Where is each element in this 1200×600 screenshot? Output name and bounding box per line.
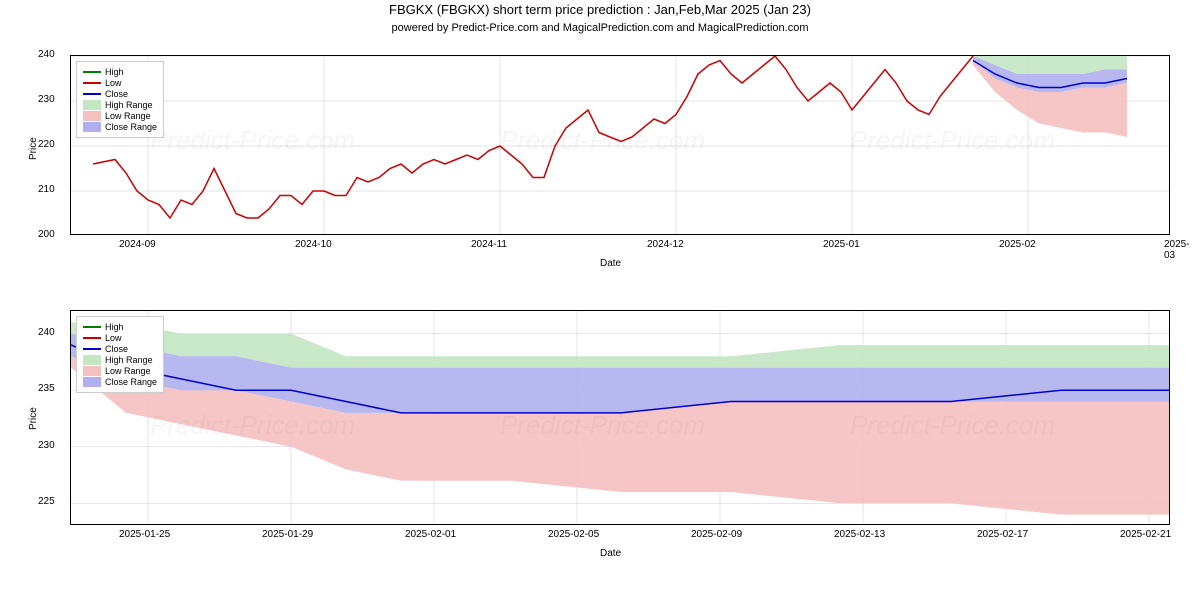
legend-swatch [83, 100, 101, 110]
y-tick-label: 200 [38, 229, 55, 240]
x-tick-label: 2025-02-21 [1120, 529, 1171, 540]
legend-swatch [83, 122, 101, 132]
legend-swatch [83, 337, 101, 339]
legend-label: Low Range [105, 111, 151, 121]
x-tick-label: 2025-02 [999, 239, 1036, 250]
x-tick-label: 2024-10 [295, 239, 332, 250]
x-tick-label: 2025-02-13 [834, 529, 885, 540]
legend-swatch [83, 326, 101, 328]
legend-item: Low Range [83, 111, 157, 121]
legend-label: Close [105, 344, 128, 354]
y-tick-label: 235 [38, 383, 55, 394]
legend-item: High [83, 67, 157, 77]
legend-swatch [83, 355, 101, 365]
y-tick-label: 225 [38, 496, 55, 507]
bottom-chart-legend: HighLowCloseHigh RangeLow RangeClose Ran… [76, 316, 164, 393]
x-tick-label: 2025-01 [823, 239, 860, 250]
legend-item: Close Range [83, 122, 157, 132]
legend-label: Low [105, 333, 122, 343]
x-tick-label: 2025-01-25 [119, 529, 170, 540]
legend-label: Low [105, 78, 122, 88]
legend-label: High [105, 67, 124, 77]
legend-swatch [83, 348, 101, 350]
bottom-chart-svg [70, 310, 1170, 525]
y-tick-label: 210 [38, 184, 55, 195]
bottom-chart-ylabel: Price [28, 407, 39, 430]
legend-item: Low [83, 333, 157, 343]
legend-item: High [83, 322, 157, 332]
legend-label: Close [105, 89, 128, 99]
x-tick-label: 2025-02-01 [405, 529, 456, 540]
legend-item: Low [83, 78, 157, 88]
y-tick-label: 220 [38, 139, 55, 150]
x-tick-label: 2025-02-09 [691, 529, 742, 540]
x-tick-label: 2024-09 [119, 239, 156, 250]
x-tick-label: 2025-01-29 [262, 529, 313, 540]
chart-main-title: FBGKX (FBGKX) short term price predictio… [0, 2, 1200, 17]
bottom-chart-xlabel: Date [600, 548, 621, 559]
legend-item: Close [83, 344, 157, 354]
legend-swatch [83, 71, 101, 73]
y-tick-label: 240 [38, 49, 55, 60]
y-tick-label: 230 [38, 94, 55, 105]
bottom-chart: Predict-Price.com Predict-Price.com Pred… [70, 310, 1170, 525]
top-chart-xlabel: Date [600, 258, 621, 269]
y-tick-label: 240 [38, 327, 55, 338]
y-tick-label: 230 [38, 440, 55, 451]
legend-swatch [83, 377, 101, 387]
chart-sub-title: powered by Predict-Price.com and Magical… [0, 22, 1200, 34]
legend-swatch [83, 82, 101, 84]
legend-item: Close Range [83, 377, 157, 387]
legend-item: Close [83, 89, 157, 99]
x-tick-label: 2025-02-05 [548, 529, 599, 540]
legend-item: High Range [83, 355, 157, 365]
x-tick-label: 2024-12 [647, 239, 684, 250]
legend-swatch [83, 111, 101, 121]
legend-item: Low Range [83, 366, 157, 376]
top-chart-svg [70, 55, 1170, 235]
legend-label: High Range [105, 100, 153, 110]
top-chart: Predict-Price.com Predict-Price.com Pred… [70, 55, 1170, 235]
legend-label: Close Range [105, 122, 157, 132]
legend-label: High Range [105, 355, 153, 365]
legend-item: High Range [83, 100, 157, 110]
x-tick-label: 2025-02-17 [977, 529, 1028, 540]
legend-label: Close Range [105, 377, 157, 387]
x-tick-label: 2024-11 [471, 239, 507, 250]
top-chart-ylabel: Price [28, 137, 39, 160]
legend-label: High [105, 322, 124, 332]
legend-label: Low Range [105, 366, 151, 376]
legend-swatch [83, 366, 101, 376]
legend-swatch [83, 93, 101, 95]
top-chart-legend: HighLowCloseHigh RangeLow RangeClose Ran… [76, 61, 164, 138]
x-tick-label: 2025-03 [1164, 239, 1200, 261]
